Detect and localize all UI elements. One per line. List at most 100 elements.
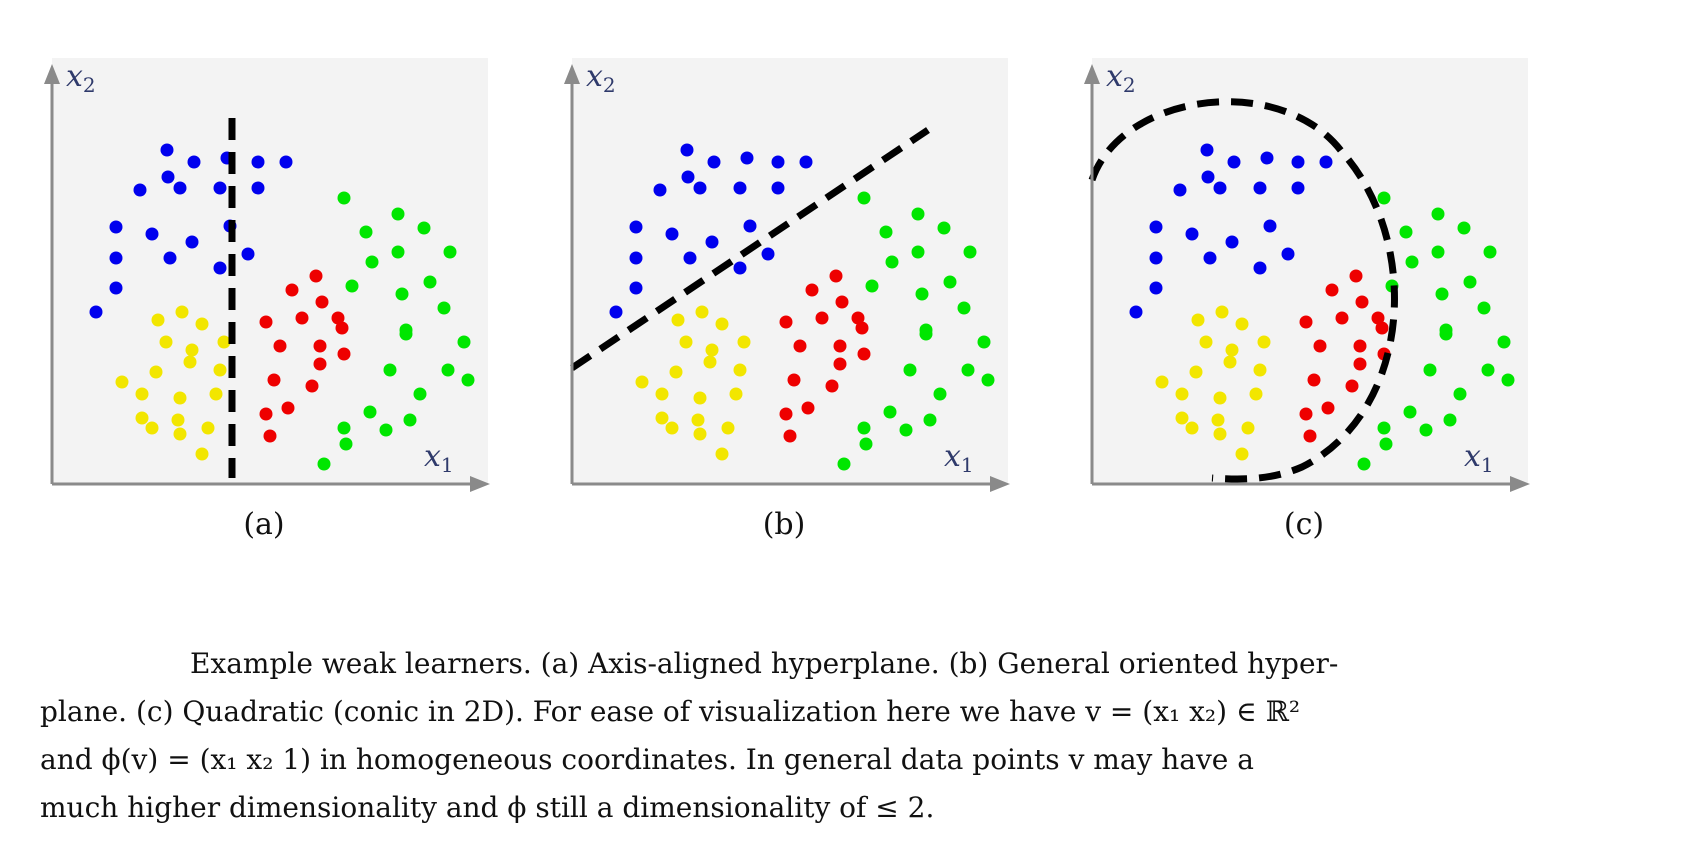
green-point [363,405,377,419]
red-point [1299,407,1313,421]
green-point [391,207,405,221]
blue-point [1203,251,1217,265]
blue-point [1253,181,1267,195]
blue-point [160,143,174,157]
oriented-boundary [570,127,930,371]
yellow-point [1249,387,1263,401]
yellow-point [1213,391,1227,405]
blue-point [681,170,695,184]
yellow-point [729,387,743,401]
yellow-point [213,363,227,377]
red-point [337,347,351,361]
red-point [805,283,819,297]
red-point [1353,339,1367,353]
yellow-point [715,447,729,461]
green-point [837,457,851,471]
blue-point [213,181,227,195]
blue-point [1149,251,1163,265]
green-point [1435,287,1449,301]
green-point [1403,405,1417,419]
green-point [977,335,991,349]
green-point [865,279,879,293]
plot-background [572,58,1008,484]
yellow-point [695,305,709,319]
yellow-point [693,391,707,405]
blue-point [733,181,747,195]
red-point [313,357,327,371]
blue-point [733,261,747,275]
yellow-point [1211,413,1225,427]
green-point [461,373,475,387]
green-point [1379,437,1393,451]
red-point [815,311,829,325]
red-point [331,311,345,325]
yellow-point [183,355,197,369]
green-point [1463,275,1477,289]
red-point [1313,339,1327,353]
blue-point [241,247,255,261]
green-point [395,287,409,301]
blue-point [133,183,147,197]
red-point [1307,373,1321,387]
x2-arrow-icon [44,64,60,84]
yellow-point [135,387,149,401]
green-point [1377,191,1391,205]
yellow-point [1155,375,1169,389]
red-point [1321,401,1335,415]
yellow-point [1225,343,1239,357]
yellow-point [145,421,159,435]
yellow-point [1235,447,1249,461]
blue-point [1263,219,1277,233]
blue-point [1149,281,1163,295]
green-point [1431,245,1445,259]
data-points [609,143,995,471]
blue-point [1319,155,1333,169]
red-point [1303,429,1317,443]
red-point [1299,315,1313,329]
blue-point [683,251,697,265]
red-point [1375,321,1389,335]
yellow-point [737,335,751,349]
green-point [885,255,899,269]
green-point [1431,207,1445,221]
blue-point [1281,247,1295,261]
blue-point [1213,181,1227,195]
green-point [383,363,397,377]
blue-point [771,155,785,169]
blue-point [89,305,103,319]
green-point [1501,373,1515,387]
blue-point [163,251,177,265]
blue-point [680,143,694,157]
yellow-point [1253,363,1267,377]
red-point [779,315,793,329]
red-point [281,401,295,415]
green-point [879,225,893,239]
green-point [457,335,471,349]
yellow-point [1175,387,1189,401]
yellow-point [1199,335,1213,349]
red-point [305,379,319,393]
green-point [903,363,917,377]
blue-point [629,281,643,295]
yellow-point [185,343,199,357]
green-point [399,327,413,341]
yellow-point [175,305,189,319]
plot-a: x2 x1 (a) [44,58,490,542]
blue-point [109,220,123,234]
red-point [1335,311,1349,325]
red-point [259,407,273,421]
yellow-point [1189,365,1203,379]
blue-point [213,261,227,275]
red-point [1349,269,1363,283]
green-point [403,413,417,427]
yellow-point [691,413,705,427]
yellow-point [721,421,735,435]
x1-arrow-icon [470,476,490,492]
green-point [1477,301,1491,315]
green-point [1423,363,1437,377]
red-point [833,339,847,353]
yellow-point [115,375,129,389]
blue-point [771,181,785,195]
